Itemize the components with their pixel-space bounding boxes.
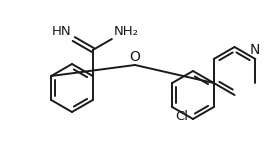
Text: N: N <box>249 43 259 57</box>
Text: O: O <box>130 50 140 64</box>
Text: NH₂: NH₂ <box>114 25 139 38</box>
Text: HN: HN <box>52 25 72 38</box>
Text: Cl: Cl <box>175 110 188 123</box>
